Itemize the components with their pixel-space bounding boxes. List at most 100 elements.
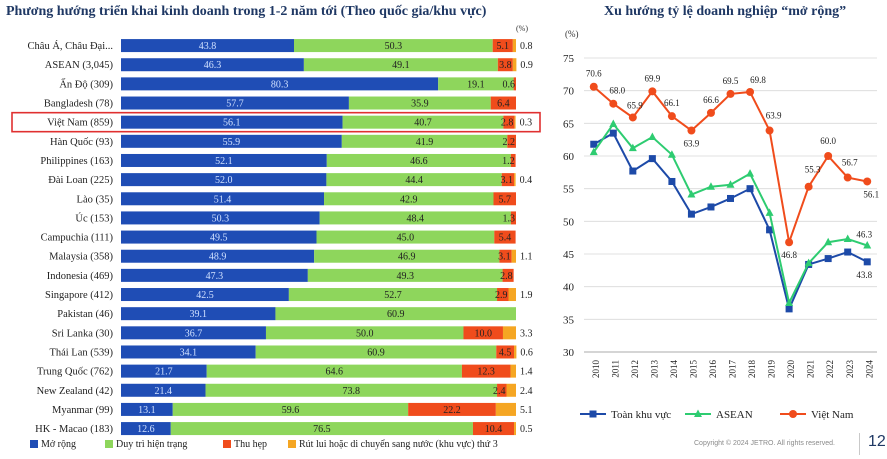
bar-segment-thu-hep [510, 211, 516, 225]
line-data-label: 66.6 [703, 95, 719, 105]
data-point-marker [609, 129, 617, 137]
bar-data-label: 1.9 [520, 290, 533, 301]
bar-segment-thu-hep [496, 345, 515, 359]
line-data-label: 63.9 [766, 111, 782, 121]
y-tick-label: 30 [563, 347, 575, 359]
bar-data-label: 5.1 [497, 41, 510, 52]
category-label: Indonesia (469) [47, 271, 114, 282]
bar-data-label: 3.8 [499, 60, 512, 71]
footer-divider [859, 433, 860, 455]
y-tick-label: 70 [563, 86, 575, 98]
bar-data-label: 76.5 [313, 424, 331, 435]
bar-segment-duy-tri [255, 345, 497, 359]
bar-data-label: 21.7 [155, 367, 173, 378]
bar-segment-duy-tri [172, 402, 409, 416]
bar-segment-mo-rong [121, 402, 173, 416]
category-label: HK - Macao (183) [35, 424, 113, 435]
category-label: Pakistan (46) [57, 309, 113, 320]
line-data-label: 68.0 [609, 86, 625, 96]
bar-data-label: 50.0 [356, 328, 374, 339]
bar-data-label: 0.5 [520, 424, 533, 435]
bar-data-label: 0.9 [520, 60, 533, 71]
legend-marker [789, 410, 797, 418]
x-tick-label: 2016 [708, 360, 718, 379]
bar-segment-thu-hep [502, 268, 514, 282]
category-label: Myanmar (99) [52, 405, 113, 416]
bar-data-label: 35.9 [411, 99, 429, 110]
bar-data-label: 44.4 [405, 175, 423, 186]
data-point-marker [785, 238, 794, 247]
category-label: Việt Nam (859) [47, 118, 113, 129]
line-data-label: 69.8 [750, 75, 766, 85]
bar-data-label: 49.1 [392, 60, 410, 71]
bar-segment-thu-hep [507, 134, 516, 148]
bar-data-label: 51.4 [214, 194, 232, 205]
line-data-label: 66.1 [664, 98, 680, 108]
bar-data-label: 43.8 [199, 41, 217, 52]
data-point-marker [843, 173, 852, 182]
data-point-marker [589, 147, 598, 156]
bar-data-label: 52.1 [215, 156, 233, 167]
line-data-label: 63.9 [684, 139, 700, 149]
bar-segment-mo-rong [121, 211, 320, 225]
x-tick-label: 2018 [747, 360, 757, 379]
data-point-marker [746, 169, 755, 177]
bar-segment-thu-hep [461, 364, 511, 378]
bar-segment-duy-tri [294, 39, 493, 53]
bar-segment-rut-lui [512, 39, 516, 53]
bar-segment-rut-lui [506, 383, 516, 397]
category-label: Campuchia (111) [41, 233, 114, 244]
bar-data-label: 52.7 [384, 290, 402, 301]
data-point-marker [804, 182, 813, 191]
data-point-marker [727, 194, 734, 202]
data-point-marker [824, 152, 833, 160]
line-data-label: 46.8 [781, 250, 797, 260]
bar-data-label: 2.4 [520, 386, 533, 397]
legend-marker [694, 409, 702, 417]
bar-data-label: 48.9 [209, 252, 227, 263]
data-point-marker [687, 210, 695, 218]
category-label: Sri Lanka (30) [52, 328, 114, 339]
line-data-label: 43.8 [856, 270, 872, 280]
bar-data-label: 48.4 [407, 213, 425, 224]
y-tick-label: 55 [563, 184, 575, 196]
bar-segment-mo-rong [121, 96, 349, 110]
x-tick-label: 2023 [845, 360, 855, 379]
bar-segment-duy-tri [438, 77, 514, 91]
data-point-marker [667, 150, 676, 158]
bar-segment-duy-tri [288, 288, 498, 302]
bar-data-label: 60.9 [367, 347, 385, 358]
y-tick-label: 50 [563, 216, 575, 228]
bar-segment-mo-rong [121, 364, 207, 378]
data-point-marker [863, 258, 871, 266]
bar-data-label: 6.4 [497, 99, 510, 110]
bar-data-label: 5.1 [520, 405, 533, 416]
bar-data-label: 1.1 [520, 252, 533, 263]
x-tick-label: 2012 [630, 360, 640, 378]
bar-data-label: 80.3 [271, 79, 289, 90]
bar-data-label: 39.1 [189, 309, 207, 320]
line-data-label: 46.3 [856, 230, 872, 240]
x-tick-label: 2017 [728, 360, 738, 379]
bar-segment-thu-hep [513, 77, 516, 91]
bar-segment-mo-rong [121, 249, 315, 263]
bar-data-label: 52.0 [215, 175, 233, 186]
legend-label: Rút lui hoặc di chuyển sang nước (khu vự… [299, 439, 498, 450]
bar-data-label: 0.6 [503, 79, 516, 90]
bar-data-label: 3.3 [520, 328, 533, 339]
data-point-marker [687, 126, 696, 135]
bar-data-label: 1.4 [520, 367, 533, 378]
bar-data-label: 3.1 [501, 175, 514, 186]
bar-data-label: 2.8 [501, 118, 514, 129]
bar-segment-duy-tri [275, 307, 516, 321]
bar-segment-duy-tri [265, 326, 464, 340]
bar-data-label: 46.6 [410, 156, 428, 167]
bar-segment-mo-rong [121, 134, 342, 148]
legend-label: Toàn khu vực [611, 409, 671, 421]
y-tick-label: 45 [563, 249, 575, 261]
line-data-label: 60.0 [820, 136, 836, 146]
legend-label: Việt Nam [811, 409, 854, 421]
bar-segment-thu-hep [510, 153, 516, 167]
bar-data-label: 45.0 [397, 233, 415, 244]
